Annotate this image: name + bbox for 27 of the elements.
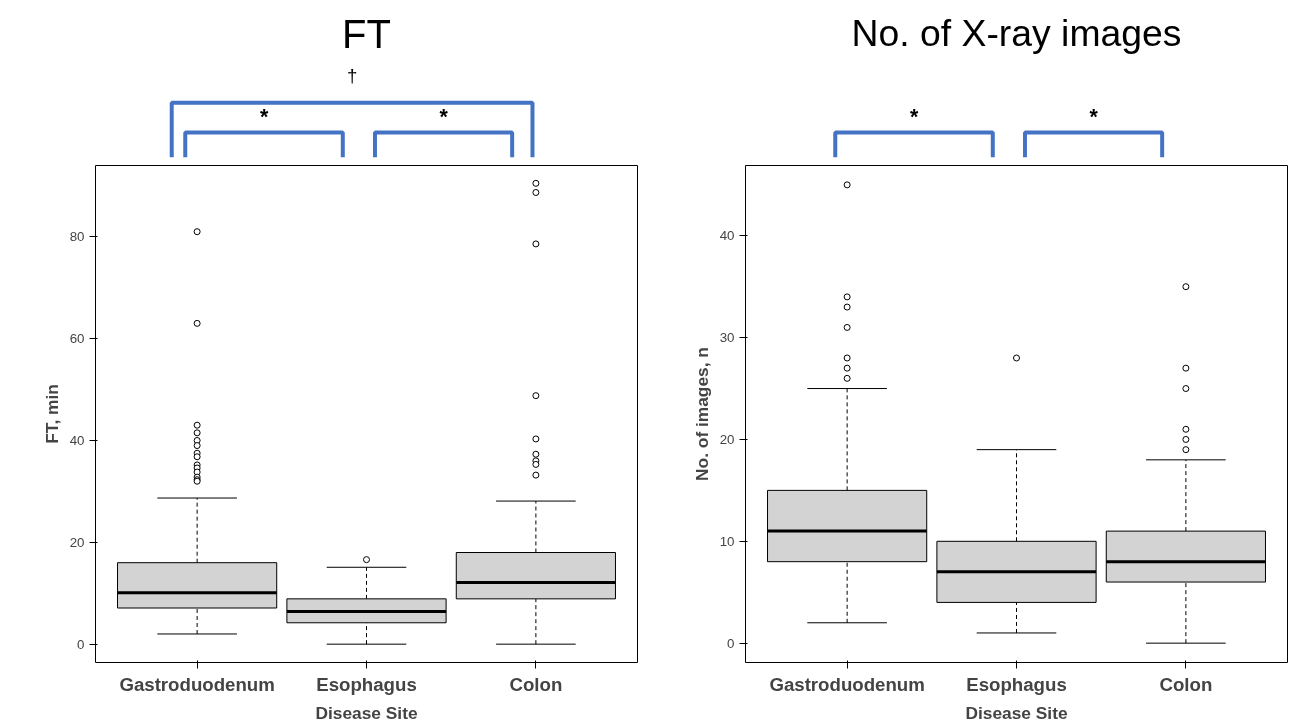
x-axis-title: Disease Site bbox=[315, 702, 418, 723]
chart-title: FT bbox=[342, 12, 391, 57]
y-axis-title: FT, min bbox=[41, 384, 62, 444]
x-tick-label: Esophagus bbox=[316, 673, 417, 695]
y-tick-label: 0 bbox=[727, 635, 735, 651]
x-tick-label: Colon bbox=[1159, 673, 1213, 695]
x-tick-label: Gastroduodenum bbox=[119, 673, 275, 695]
text: * bbox=[1089, 105, 1099, 130]
y-tick-label: 30 bbox=[719, 330, 735, 346]
chart-title: No. of X-ray images bbox=[851, 12, 1182, 55]
x-tick-label: Colon bbox=[509, 673, 563, 695]
y-tick-label: 40 bbox=[69, 432, 85, 448]
y-tick-label: 80 bbox=[69, 229, 85, 245]
y-tick-label: 40 bbox=[719, 228, 735, 244]
x-axis-title: Disease Site bbox=[965, 702, 1068, 723]
y-tick-label: 10 bbox=[719, 533, 735, 549]
y-tick-label: 60 bbox=[69, 331, 85, 347]
x-tick-label: Esophagus bbox=[966, 673, 1067, 695]
y-axis-title: No. of images, n bbox=[691, 347, 712, 481]
text: * bbox=[909, 105, 919, 130]
text: † bbox=[346, 65, 358, 87]
y-tick-label: 20 bbox=[69, 534, 85, 550]
x-tick-label: Gastroduodenum bbox=[769, 673, 925, 695]
y-tick-label: 0 bbox=[77, 636, 85, 652]
text: * bbox=[259, 105, 269, 130]
text: * bbox=[439, 105, 449, 130]
y-tick-label: 20 bbox=[719, 431, 735, 447]
